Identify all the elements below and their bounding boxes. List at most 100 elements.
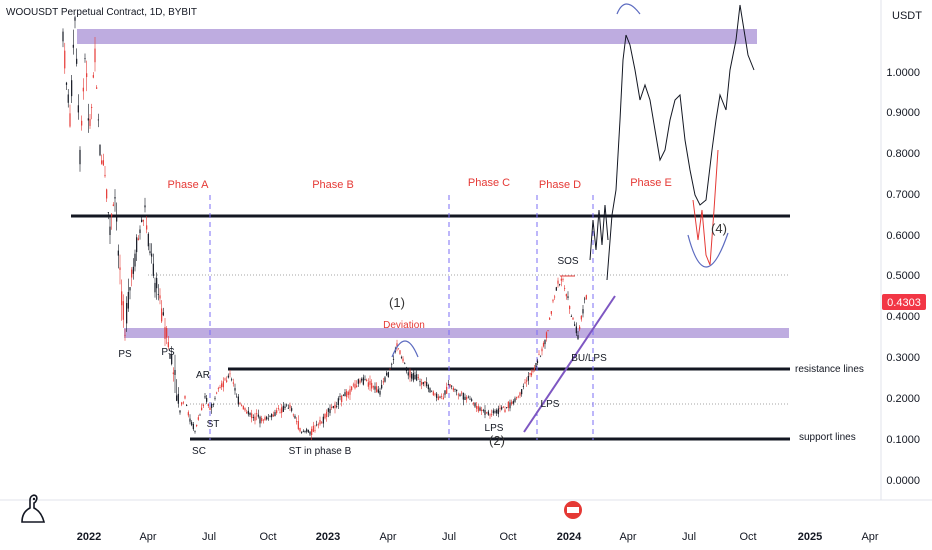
candle-body [479, 407, 481, 411]
time-tick-label: 2023 [316, 531, 340, 543]
candle-body [344, 392, 346, 397]
candle-body [404, 363, 406, 365]
candle-body [535, 362, 537, 368]
candle-body [279, 412, 281, 414]
candle-body [569, 306, 571, 310]
candle-body [442, 397, 444, 400]
candle-body [564, 288, 566, 289]
candle-body [281, 407, 283, 413]
candle-body [342, 395, 344, 397]
candle-body [412, 372, 414, 381]
time-tick-label: Oct [739, 531, 756, 543]
candle-body [219, 387, 221, 389]
candle-body [222, 381, 224, 388]
purple-demand-zone[interactable] [124, 328, 789, 338]
candle-body [429, 388, 431, 393]
candle-body [116, 214, 118, 222]
candle-body [574, 324, 576, 326]
ar-label: AR [196, 370, 210, 381]
upper-supply-zone[interactable] [77, 29, 757, 44]
time-axis[interactable]: 2022 Apr Jul Oct 2023 Apr Jul Oct 2024 Apr Jul Oct 2… [77, 531, 879, 543]
candle-body [449, 383, 451, 387]
wave-1-label: (1) [389, 295, 405, 310]
candle-body [565, 294, 567, 297]
candle-body [126, 303, 128, 324]
candle-body [367, 382, 369, 387]
candle-body [411, 373, 413, 379]
candle-body [214, 397, 216, 399]
candle-body [392, 359, 395, 360]
candle-body [437, 396, 439, 400]
candle-body [309, 431, 311, 435]
candle-body [354, 383, 356, 389]
candle-body [439, 396, 441, 398]
candle-body [142, 219, 144, 222]
candle-body [446, 386, 448, 394]
candle-body [462, 392, 464, 400]
candle-body [497, 408, 499, 415]
candle-body [426, 382, 428, 386]
candle-body [457, 394, 459, 396]
candle-body [301, 431, 303, 433]
candle-body [521, 389, 523, 395]
candle-body [491, 414, 493, 416]
deviation-arc [391, 340, 419, 358]
candle-body [166, 328, 168, 338]
time-tick-label: Apr [619, 531, 636, 543]
candle-body [550, 311, 552, 314]
candle-body [567, 296, 569, 299]
candle-body [477, 406, 479, 412]
candle-body [492, 410, 494, 414]
red-projection-path [692, 149, 719, 266]
candle-body [405, 367, 408, 372]
candle-body [164, 327, 166, 339]
candle-body [381, 384, 383, 389]
candle-body [231, 379, 233, 381]
tradingview-logo-icon[interactable] [18, 492, 48, 524]
candle-body [194, 430, 196, 432]
candle-body [179, 410, 181, 413]
candle-body [337, 398, 339, 406]
candle-body [122, 301, 124, 320]
candle-body [451, 385, 453, 387]
candle-body [366, 379, 368, 382]
candle-body [102, 160, 104, 166]
candle-body [399, 350, 401, 355]
candle-body [326, 411, 328, 417]
candle-body [570, 316, 572, 317]
candle-body [407, 372, 409, 376]
candle-body [431, 390, 433, 392]
candle-body [542, 343, 545, 347]
candle-body [171, 354, 173, 365]
candle-body [499, 407, 501, 409]
candle-body [191, 422, 193, 425]
candle-body [229, 373, 231, 375]
uptrend-line[interactable] [523, 295, 616, 433]
candle-body [262, 419, 264, 421]
candle-body [117, 250, 119, 256]
bu-lps-label: BU/LPS [571, 353, 607, 364]
currency-label[interactable]: USDT [892, 10, 922, 22]
candle-body [371, 382, 373, 389]
candle-body [96, 87, 98, 89]
candle-body [94, 48, 96, 63]
candle-body [72, 44, 74, 48]
time-tick-label: Apr [139, 531, 156, 543]
price-axis[interactable]: 1.0000 0.9000 0.8000 0.7000 0.6000 0.5000 0.40… [886, 67, 920, 487]
candle-body [436, 393, 438, 398]
candle-body [536, 360, 539, 364]
candle-body [187, 412, 189, 416]
candle-body [177, 393, 179, 404]
candle-body [207, 403, 209, 406]
candle-body [364, 379, 366, 380]
candle-body [511, 401, 513, 405]
candle-body [302, 430, 304, 432]
candle-body [361, 378, 363, 381]
candle-body [232, 382, 234, 384]
candle-body [74, 17, 76, 21]
top-arc [616, 3, 641, 15]
candle-body [146, 225, 148, 230]
event-icon-inner [567, 507, 579, 513]
